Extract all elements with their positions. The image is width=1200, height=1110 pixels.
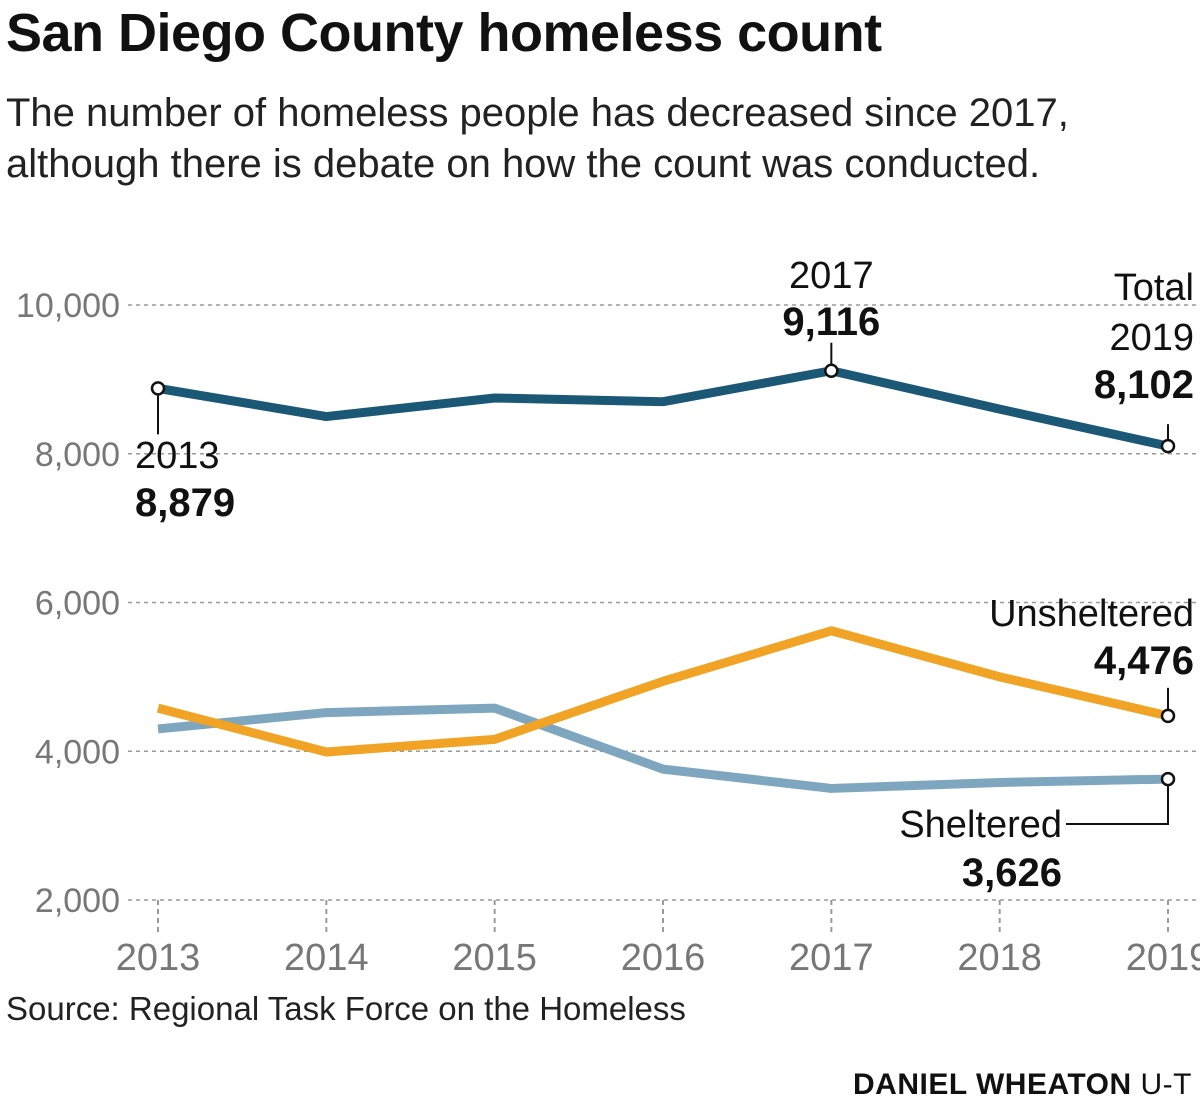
series-line-total [157, 366, 1169, 451]
annotation-sheltered-value: 3,626 [962, 851, 1062, 895]
x-tick-label-2013: 2013 [116, 937, 201, 979]
chart-title: San Diego County homeless count [6, 3, 882, 63]
credit-line: DANIEL WHEATON U-T [853, 1068, 1192, 1102]
y-tick-label-8000: 8,000 [35, 436, 120, 474]
y-tick-label-2000: 2,000 [35, 882, 120, 920]
x-tick-label-2018: 2018 [957, 937, 1042, 979]
x-tick-label-2014: 2014 [284, 937, 369, 979]
credit-name: DANIEL WHEATON [853, 1068, 1132, 1101]
annotation-unsheltered-label: Unsheltered [989, 593, 1194, 635]
x-tick-label-2016: 2016 [621, 937, 706, 979]
chart-subtitle: The number of homeless people has decrea… [6, 91, 1069, 186]
marker-unsheltered [1160, 708, 1176, 724]
annotation-total-year: 2019 [1109, 317, 1194, 359]
annotation-total-label: Total [1114, 267, 1194, 309]
annotation-total-value: 8,102 [1094, 363, 1194, 407]
annotation-2017-year: 2017 [789, 255, 874, 297]
marker-2017 [824, 363, 839, 378]
source-note: Source: Regional Task Force on the Homel… [6, 990, 686, 1027]
annotation-2013-value: 8,879 [135, 481, 235, 525]
y-tick-label-6000: 6,000 [35, 585, 120, 623]
annotation-2013-year: 2013 [135, 435, 220, 477]
series-line-sheltered [157, 703, 1169, 793]
annotation-unsheltered-value: 4,476 [1094, 639, 1194, 683]
x-tick-label-2019: 2019 [1126, 937, 1200, 979]
marker-2013 [150, 381, 166, 396]
x-tick-label-2017: 2017 [789, 937, 874, 979]
line-chart: 2,000 4,000 6,000 8,000 10,000 2013 2014 2015 20… [16, 255, 1200, 979]
credit-org: U-T [1140, 1068, 1192, 1101]
y-tick-label-4000: 4,000 [35, 733, 120, 771]
x-tick-label-2015: 2015 [452, 937, 537, 979]
series-line-unsheltered [156, 626, 1170, 757]
annotation-sheltered-label: Sheltered [899, 804, 1062, 846]
leader-sheltered [1066, 785, 1169, 825]
annotation-2017-value: 9,116 [782, 300, 880, 344]
marker-sheltered [1160, 771, 1176, 787]
y-tick-label-10000: 10,000 [16, 287, 120, 325]
marker-total-2019 [1160, 438, 1176, 454]
